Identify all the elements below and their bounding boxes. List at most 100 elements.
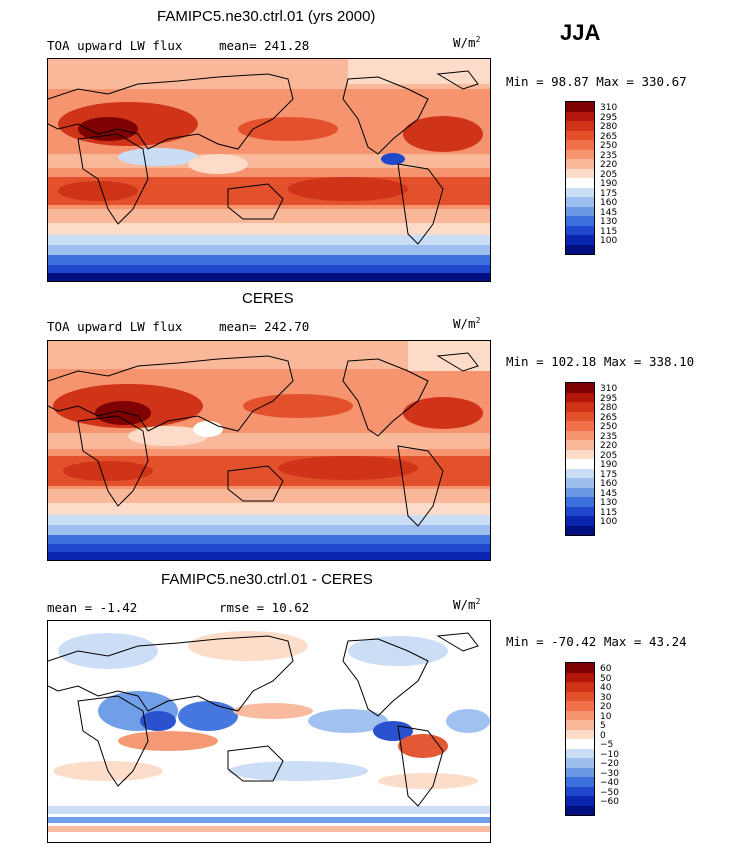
panel3-colorbar-segment [566,691,594,701]
panel1-colorbar-segment [566,225,594,235]
panel2-colorbar-tick-label: 280 [600,403,618,413]
panel1-map [47,58,491,282]
panel3-colorbar-segment [566,796,594,806]
panel2-colorbar-segment [566,487,594,497]
panel3-colorbar-segment [566,758,594,768]
panel1-colorbar [565,101,595,255]
panel1-colorbar-tick-label: 310 [600,103,618,113]
panel2-colorbar-tick-label: 205 [600,450,618,461]
panel2-title: CERES [242,290,294,307]
panel2-colorbar-segment [566,421,594,431]
panel3-colorbar-tick-label: 30 [600,692,612,703]
panel2-colorbar-tick-label: 130 [600,498,618,508]
panel1-colorbar-tick-label: 250 [600,141,618,151]
panel1-colorbar-segment [566,121,594,131]
panel3-colorbar-segment [566,786,594,796]
panel2-variable-label: TOA upward LW flux [47,319,183,334]
panel2-colorbar-tick-label: 220 [600,441,618,451]
panel1-colorbar-tick-label: 205 [600,169,618,180]
panel2-colorbar-segment [566,430,594,440]
panel2-colorbar-tick-label: 145 [600,488,618,499]
panel2-map [47,340,491,561]
panel1-colorbar-segment [566,235,594,245]
panel3-colorbar-tick-label: −60 [600,797,619,807]
panel3-colorbar-segment [566,729,594,739]
panel1-colorbar-tick-label: 295 [600,112,618,123]
panel2-colorbar-segment [566,459,594,469]
panel3-colorbar-segment [566,701,594,711]
panel1-variable-label: TOA upward LW flux [47,38,183,53]
panel2-units: W/m2 [453,316,481,332]
panel2-colorbar-tick-label: 265 [600,412,618,423]
panel1-units: W/m2 [453,35,481,51]
panel3-title: FAMIPC5.ne30.ctrl.01 - CERES [161,571,373,588]
panel3-rmse-label: rmse = 10.62 [219,600,310,615]
panel1-colorbar-tick-label: 190 [600,179,618,189]
panel3-colorbar-ticks: 60 50 40 30 20 10 5 0 −5 −10 −20 −30 −40 −50 −60 [600,664,619,808]
panel3-colorbar-segment [566,805,594,815]
panel1-mean-label: mean= 241.28 [219,38,310,53]
panel1-minmax: Min = 98.87 Max = 330.67 [506,74,687,89]
panel2-colorbar-segment [566,506,594,516]
panel3-colorbar-tick-label: 50 [600,673,612,684]
panel2-colorbar-tick-label: 160 [600,479,618,489]
panel3-colorbar-segment [566,777,594,787]
panel1-colorbar-tick-label: 100 [600,236,618,246]
panel3-colorbar-segment [566,739,594,749]
panel1-colorbar-tick-label: 145 [600,207,618,218]
panel3-colorbar-segment [566,672,594,682]
panel2-colorbar-tick-label: 100 [600,517,618,527]
panel3-colorbar-tick-label: 10 [600,711,612,722]
panel3-colorbar-tick-label: −50 [600,787,619,798]
panel1-colorbar-segment [566,244,594,254]
season-label: JJA [560,20,601,45]
panel1-colorbar-tick-label: 160 [600,198,618,208]
panel1-colorbar-segment [566,159,594,169]
panel1-colorbar-tick-label: 235 [600,150,618,161]
panel2-colorbar-tick-label: 175 [600,469,618,480]
panel3-colorbar-tick-label: −10 [600,749,619,760]
panel1-colorbar-segment [566,197,594,207]
panel1-colorbar-tick-label: 280 [600,122,618,132]
panel1-colorbar-tick-label: 130 [600,217,618,227]
panel2-colorbar-tick-label: 190 [600,460,618,470]
panel2-colorbar-tick-label: 115 [600,507,618,518]
panel3-colorbar-tick-label: 5 [600,721,606,731]
panel1-colorbar-segment [566,168,594,178]
panel2-colorbar-segment [566,383,594,393]
panel3-colorbar-segment [566,767,594,777]
panel1-colorbar-tick-label: 265 [600,131,618,142]
panel3-colorbar-segment [566,682,594,692]
panel1-colorbar-segment [566,130,594,140]
panel2-colorbar-segment [566,478,594,488]
panel1-colorbar-tick-label: 175 [600,188,618,199]
panel1-title: FAMIPC5.ne30.ctrl.01 (yrs 2000) [157,8,376,25]
panel3-colorbar-tick-label: −20 [600,759,619,769]
panel3-colorbar-segment [566,663,594,673]
panel2-colorbar-segment [566,497,594,507]
panel1-colorbar-tick-label: 115 [600,226,618,237]
panel2-colorbar-segment [566,440,594,450]
panel2-colorbar-ticks: 310 295 280 265 250 235 220 205 190 175 160 145 130 1… [600,384,618,528]
panel3-colorbar [565,662,595,816]
panel3-units: W/m2 [453,597,481,613]
panel2-colorbar-segment [566,411,594,421]
panel2-colorbar-segment [566,468,594,478]
panel1-colorbar-segment [566,178,594,188]
panel3-minmax: Min = -70.42 Max = 43.24 [506,634,687,649]
panel3-colorbar-segment [566,710,594,720]
panel3-map [47,620,491,843]
panel2-colorbar-tick-label: 295 [600,393,618,404]
panel3-colorbar-tick-label: 60 [600,664,612,674]
panel1-colorbar-segment [566,187,594,197]
panel1-colorbar-ticks: 310 295 280 265 250 235 220 205 190 175 160 145 130 1… [600,103,618,247]
panel2-colorbar-tick-label: 235 [600,431,618,442]
panel1-colorbar-segment [566,216,594,226]
panel1-colorbar-segment [566,140,594,150]
panel3-colorbar-tick-label: 20 [600,702,612,712]
panel2-colorbar-segment [566,449,594,459]
panel2-colorbar-segment [566,516,594,526]
panel2-minmax: Min = 102.18 Max = 338.10 [506,354,695,369]
panel3-colorbar-tick-label: −5 [600,740,614,750]
panel2-colorbar-segment [566,392,594,402]
